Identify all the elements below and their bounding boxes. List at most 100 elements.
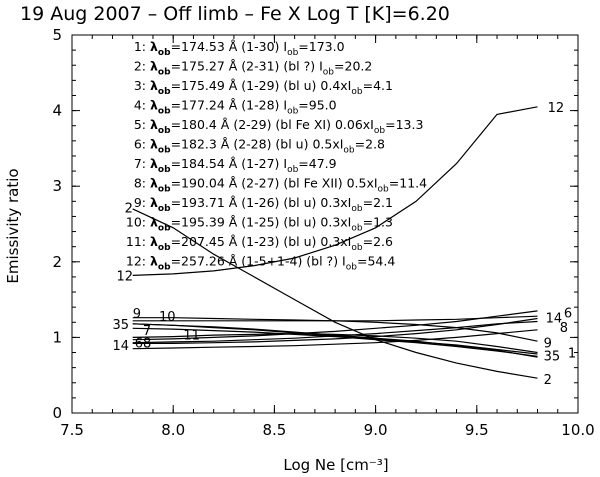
series-line-2 xyxy=(132,208,538,379)
series-line-10 xyxy=(132,315,538,322)
y-tick-label: 4 xyxy=(52,102,62,120)
legend-text-part: =180.4 Å (2-29) (bl Fe XI) 0.06xI xyxy=(171,117,374,132)
legend-text-part: λ xyxy=(150,78,158,93)
y-axis-label: Emissivity ratio xyxy=(4,168,22,283)
y-tick-label: 5 xyxy=(52,26,62,44)
legend-text-part: =173.0 xyxy=(298,39,344,54)
series-line-6 xyxy=(132,310,538,341)
legend-text-part: ob xyxy=(378,185,390,195)
legend-entry-number: 11: xyxy=(126,234,146,249)
legend-text-part: λ xyxy=(150,234,158,249)
series-end-label: 6 xyxy=(564,306,572,321)
legend-entry-text: λob=195.39 Å (1-25) (bl u) 0.3xIob=1.3 xyxy=(150,215,393,234)
legend-text-part: =4.1 xyxy=(363,78,393,93)
legend-entry-number: 4: xyxy=(134,98,146,113)
legend-text-part: ob xyxy=(351,224,363,234)
legend-text-part: ob xyxy=(158,48,171,58)
series-end-label: 12 xyxy=(548,101,565,116)
legend-text-part: =54.4 xyxy=(357,254,395,269)
legend-text-part: ob xyxy=(287,107,299,117)
legend-text-part: =47.9 xyxy=(298,156,336,171)
legend-entry-text: λob=193.71 Å (1-26) (bl u) 0.3xIob=2.1 xyxy=(150,195,393,214)
legend-text-part: λ xyxy=(150,39,158,54)
legend-entry-text: λob=175.27 Å (2-31) (bl ?) Iob=20.2 xyxy=(150,59,372,78)
plot-frame xyxy=(71,34,579,414)
legend-text-part: =13.3 xyxy=(385,117,423,132)
legend-text-part: λ xyxy=(150,117,158,132)
legend-entry-text: λob=207.45 Å (1-23) (bl u) 0.3xIob=2.6 xyxy=(150,234,393,253)
legend-text-part: ob xyxy=(351,243,363,253)
legend-entry-text: λob=184.54 Å (1-27) Iob=47.9 xyxy=(150,156,337,175)
series-end-label: 35 xyxy=(112,318,129,333)
series-end-label: 1 xyxy=(568,347,576,362)
legend-text-part: ob xyxy=(158,107,171,117)
legend-text-part: =2.8 xyxy=(355,137,385,152)
legend-entry-number: 10: xyxy=(126,215,146,230)
legend-entry-number: 6: xyxy=(134,137,146,152)
legend-text-part: ob xyxy=(158,263,171,273)
legend-text-part: ob xyxy=(158,165,171,175)
legend-entry-number: 2: xyxy=(134,59,146,74)
legend-text-part: ob xyxy=(158,224,171,234)
x-axis-label: Log Ne [cm⁻³] xyxy=(283,456,388,474)
legend-entry-text: λob=180.4 Å (2-29) (bl Fe XI) 0.06xIob=1… xyxy=(150,117,423,136)
series-end-label: 9 xyxy=(133,307,141,322)
series-end-label: 2 xyxy=(544,373,552,388)
series-end-label: 10 xyxy=(159,310,176,325)
series-line-7 xyxy=(132,327,538,357)
legend-text-part: ob xyxy=(158,87,171,97)
legend-text-part: ob xyxy=(158,243,171,253)
y-tick-label: 1 xyxy=(52,328,62,346)
legend-text-part: λ xyxy=(150,98,158,113)
legend-text-part: λ xyxy=(150,215,158,230)
legend-text-part: λ xyxy=(150,176,158,191)
legend-text-part: ob xyxy=(323,68,335,78)
x-tick-label: 9.0 xyxy=(364,421,388,439)
legend-entry-text: λob=190.04 Å (2-27) (bl Fe XII) 0.5xIob=… xyxy=(150,176,427,195)
legend: 1: λob=174.53 Å (1-30) Iob=173.02: λob=175… xyxy=(126,39,427,273)
legend-text-part: =2.6 xyxy=(363,234,393,249)
series-end-label: 14 xyxy=(112,339,129,354)
legend-entry-number: 1: xyxy=(134,39,146,54)
y-tick-label: 3 xyxy=(52,177,62,195)
series-line-11 xyxy=(132,332,538,354)
series-line-5 xyxy=(132,323,538,358)
legend-text-part: ob xyxy=(287,165,299,175)
legend-text-part: ob xyxy=(158,68,171,78)
legend-text-part: ob xyxy=(351,204,363,214)
legend-entry-text: λob=177.24 Å (1-28) Iob=95.0 xyxy=(150,98,337,117)
legend-text-part: λ xyxy=(150,254,158,269)
legend-text-part: ob xyxy=(158,126,171,136)
legend-text-part: =184.54 Å (1-27) I xyxy=(171,156,288,171)
series-lines xyxy=(132,106,538,379)
legend-text-part: ob xyxy=(351,87,363,97)
legend-text-part: =20.2 xyxy=(334,59,372,74)
legend-text-part: =182.3 Å (2-28) (bl u) 0.5xI xyxy=(171,137,344,152)
legend-text-part: =195.39 Å (1-25) (bl u) 0.3xI xyxy=(171,215,352,230)
legend-text-part: =11.4 xyxy=(389,176,427,191)
series-end-label: 8 xyxy=(560,321,568,336)
legend-text-part: =95.0 xyxy=(298,98,336,113)
series-line-4 xyxy=(132,317,538,344)
legend-entry-number: 8: xyxy=(134,176,146,191)
x-tick-label: 8.5 xyxy=(262,421,286,439)
legend-text-part: ob xyxy=(158,204,171,214)
legend-text-part: =175.27 Å (2-31) (bl ?) I xyxy=(171,59,323,74)
legend-text-part: ob xyxy=(287,48,299,58)
legend-entry-text: λob=182.3 Å (2-28) (bl u) 0.5xIob=2.8 xyxy=(150,137,385,156)
legend-text-part: =2.1 xyxy=(363,195,393,210)
legend-entry-text: λob=174.53 Å (1-30) Iob=173.0 xyxy=(150,39,345,58)
chart-title: 19 Aug 2007 – Off limb – Fe X Log T [K]=… xyxy=(20,3,450,25)
y-tick-label: 0 xyxy=(52,404,62,422)
series-end-label: 35 xyxy=(544,350,561,365)
x-tick-label: 7.5 xyxy=(60,421,84,439)
legend-text-part: λ xyxy=(150,137,158,152)
series-line-12 xyxy=(132,106,538,276)
legend-text-part: =193.71 Å (1-26) (bl u) 0.3xI xyxy=(171,195,352,210)
legend-text-part: λ xyxy=(150,59,158,74)
legend-text-part: =207.45 Å (1-23) (bl u) 0.3xI xyxy=(171,234,352,249)
legend-entry-number: 5: xyxy=(134,117,146,132)
legend-text-part: λ xyxy=(150,195,158,210)
